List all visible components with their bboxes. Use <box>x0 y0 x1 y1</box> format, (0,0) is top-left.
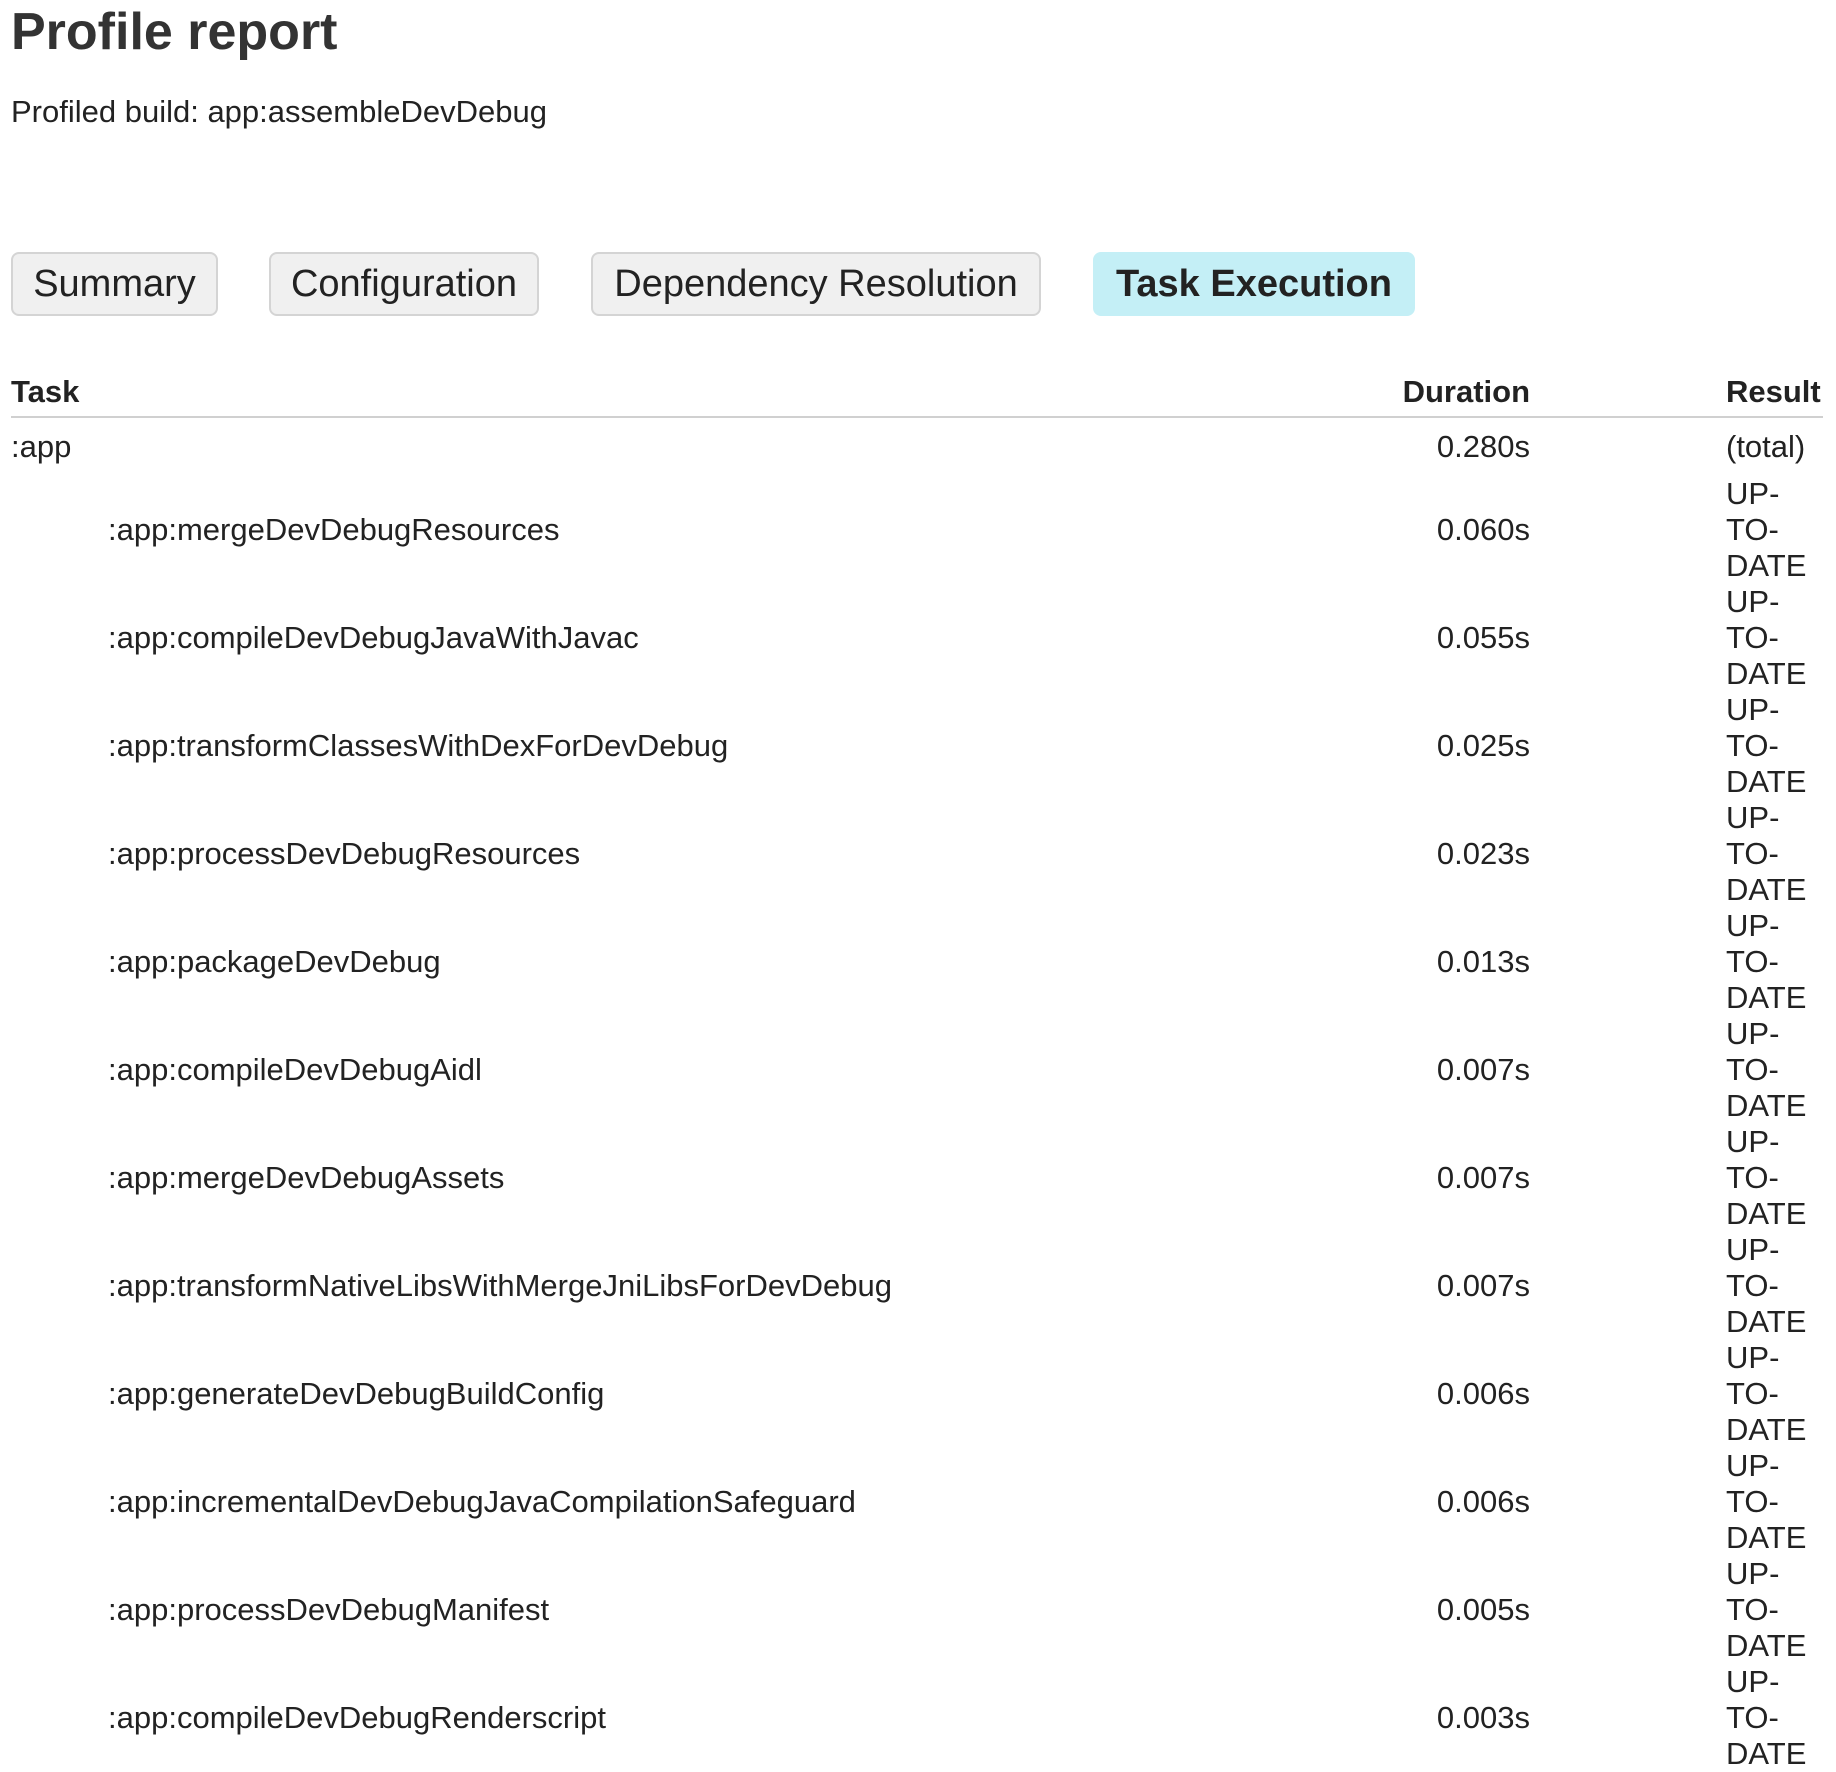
task-result: UP-TO-DATE <box>1726 584 1807 691</box>
table-row: :app:incrementalDevDebugJavaCompilationS… <box>11 1448 1823 1556</box>
task-duration: 0.055s <box>1436 620 1530 655</box>
task-name: :app:compileDevDebugRenderscript <box>108 1700 606 1735</box>
task-name: :app:compileDevDebugJavaWithJavac <box>108 620 639 655</box>
header-result: Result <box>1530 366 1823 418</box>
task-duration: 0.005s <box>1436 1592 1530 1627</box>
task-duration: 0.023s <box>1436 836 1530 871</box>
task-duration: 0.060s <box>1436 512 1530 547</box>
table-row: :app 0.280s (total) <box>11 417 1823 476</box>
task-result: UP-TO-DATE <box>1726 908 1807 1015</box>
task-name: :app:processDevDebugManifest <box>108 1592 550 1627</box>
task-duration: 0.013s <box>1436 944 1530 979</box>
task-result: UP-TO-DATE <box>1726 1016 1807 1123</box>
task-result: UP-TO-DATE <box>1726 1664 1807 1771</box>
task-name: :app:compileDevDebugAidl <box>108 1052 482 1087</box>
task-result: UP-TO-DATE <box>1726 1340 1807 1447</box>
task-name: :app:mergeDevDebugAssets <box>108 1160 505 1195</box>
table-row: :app:compileDevDebugJavaWithJavac 0.055s U… <box>11 584 1823 692</box>
table-row: :app:compileDevDebugRenderscript 0.003s UP… <box>11 1664 1823 1772</box>
tab-configuration[interactable]: Configuration <box>269 252 539 316</box>
task-table: Task Duration Result :app 0.280s (total):a… <box>11 366 1823 1772</box>
page-title: Profile report <box>11 3 338 61</box>
header-task: Task <box>11 366 1348 418</box>
task-result: UP-TO-DATE <box>1726 1232 1807 1339</box>
task-duration: 0.007s <box>1436 1052 1530 1087</box>
task-name: :app <box>11 429 72 464</box>
task-duration: 0.006s <box>1436 1484 1530 1519</box>
table-row: :app:mergeDevDebugResources 0.060s UP-TO-D… <box>11 476 1823 584</box>
table-row: :app:transformNativeLibsWithMergeJniLibs… <box>11 1232 1823 1340</box>
task-name: :app:packageDevDebug <box>108 944 441 979</box>
task-result: UP-TO-DATE <box>1726 476 1807 583</box>
table-row: :app:generateDevDebugBuildConfig 0.006s UP… <box>11 1340 1823 1448</box>
table-row: :app:transformClassesWithDexForDevDebug 0… <box>11 692 1823 800</box>
table-row: :app:mergeDevDebugAssets 0.007s UP-TO-DATE <box>11 1124 1823 1232</box>
task-name: :app:processDevDebugResources <box>108 836 581 871</box>
task-name: :app:transformClassesWithDexForDevDebug <box>108 728 729 763</box>
table-row: :app:processDevDebugManifest 0.005s UP-TO-… <box>11 1556 1823 1664</box>
task-duration: 0.025s <box>1436 728 1530 763</box>
task-duration: 0.007s <box>1436 1160 1530 1195</box>
table-row: :app:processDevDebugResources 0.023s UP-TO… <box>11 800 1823 908</box>
tab-task-execution[interactable]: Task Execution <box>1093 252 1415 316</box>
tab-summary[interactable]: Summary <box>11 252 218 316</box>
table-row: :app:compileDevDebugAidl 0.007s UP-TO-DATE <box>11 1016 1823 1124</box>
header-duration: Duration <box>1348 366 1530 418</box>
table-row: :app:packageDevDebug 0.013s UP-TO-DATE <box>11 908 1823 1016</box>
task-name: :app:transformNativeLibsWithMergeJniLibs… <box>108 1268 892 1303</box>
task-duration: 0.280s <box>1436 429 1530 464</box>
task-name: :app:incrementalDevDebugJavaCompilationS… <box>108 1484 856 1519</box>
task-result: UP-TO-DATE <box>1726 1556 1807 1663</box>
task-duration: 0.007s <box>1436 1268 1530 1303</box>
tab-dependency-resolution[interactable]: Dependency Resolution <box>591 252 1041 316</box>
task-result: UP-TO-DATE <box>1726 800 1807 907</box>
task-name: :app:generateDevDebugBuildConfig <box>108 1376 605 1411</box>
task-result: UP-TO-DATE <box>1726 692 1807 799</box>
task-duration: 0.006s <box>1436 1376 1530 1411</box>
task-result: (total) <box>1726 429 1806 464</box>
table-header-row: Task Duration Result <box>11 366 1823 418</box>
profiled-build: Profiled build: app:assembleDevDebug <box>11 94 547 129</box>
task-duration: 0.003s <box>1436 1700 1530 1735</box>
task-result: UP-TO-DATE <box>1726 1124 1807 1231</box>
task-name: :app:mergeDevDebugResources <box>108 512 560 547</box>
task-result: UP-TO-DATE <box>1726 1448 1807 1555</box>
